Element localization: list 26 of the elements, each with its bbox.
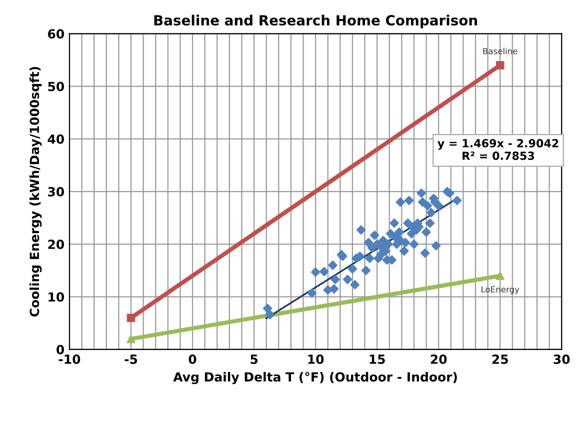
- annotation: y = 1.469x - 2.9042 R² = 0.7853: [437, 139, 558, 160]
- point: [126, 314, 136, 322]
- point: [496, 272, 504, 280]
- x-tick-label: 15: [370, 354, 385, 364]
- y-tick-label: 40: [48, 134, 64, 144]
- y-axis-title: Cooling Energy (kWh/Day/1000sqft): [29, 66, 42, 317]
- x-tick-label: 10: [308, 354, 324, 364]
- y-tick-label: 50: [48, 82, 64, 92]
- y-tick-label: 60: [48, 29, 64, 39]
- x-tick-label: 25: [492, 354, 508, 364]
- point: [126, 334, 136, 344]
- x-axis-title: Avg Daily Delta T (°F) (Outdoor - Indoor): [173, 372, 457, 384]
- series-label: LoEnergy: [482, 286, 520, 294]
- y-tick-label: 30: [48, 187, 64, 196]
- y-tick-label: 20: [48, 240, 64, 250]
- x-tick-label: 30: [554, 354, 570, 364]
- x-tick-label: 5: [250, 354, 258, 364]
- series-label: Baseline: [483, 48, 518, 54]
- x-tick-label: -10: [58, 354, 80, 364]
- x-tick-label: 0: [188, 354, 196, 364]
- y-tick-label: 10: [48, 292, 64, 302]
- x-tick-label: -5: [124, 354, 138, 364]
- y-tick-label: 0: [56, 344, 64, 354]
- chart-title: Baseline and Research Home Comparison: [154, 14, 477, 28]
- x-tick-label: 20: [430, 354, 447, 364]
- point: [496, 61, 504, 70]
